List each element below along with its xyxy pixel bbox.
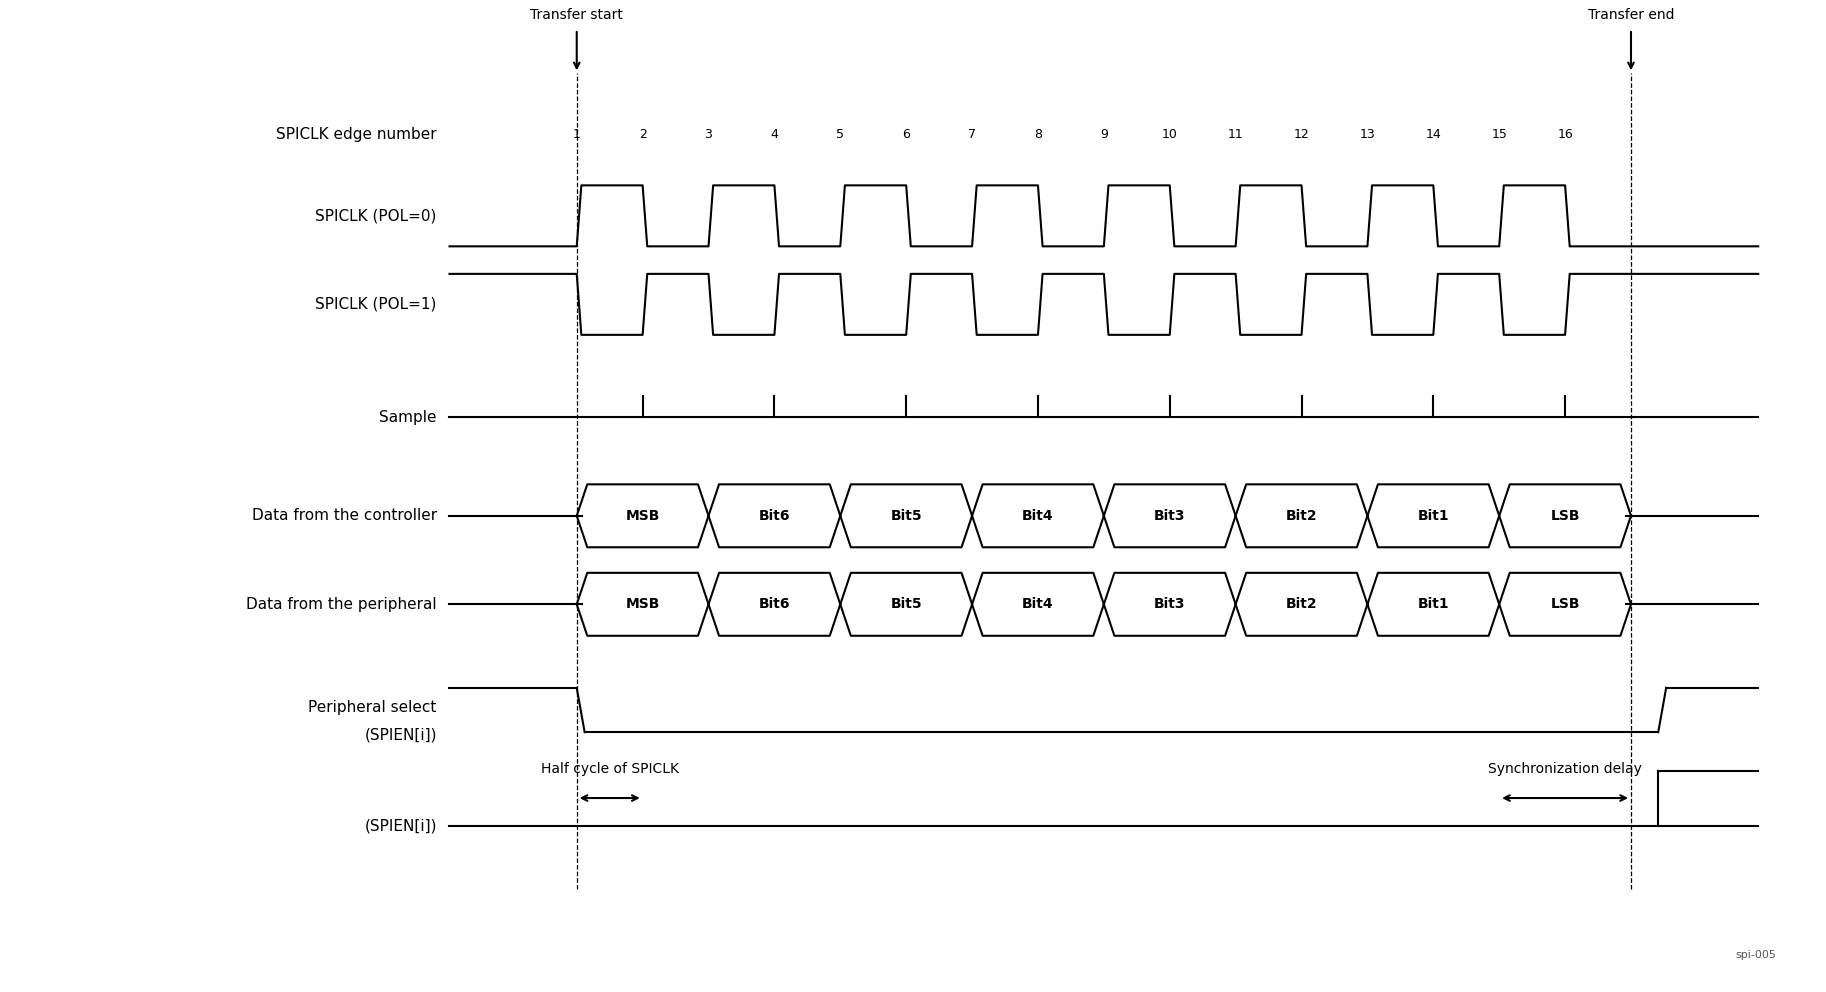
Text: Bit3: Bit3 — [1154, 509, 1185, 523]
Text: Bit2: Bit2 — [1286, 597, 1317, 611]
Text: Bit5: Bit5 — [891, 509, 922, 523]
Text: Transfer end: Transfer end — [1589, 8, 1674, 22]
Text: 14: 14 — [1426, 128, 1441, 141]
Text: MSB: MSB — [626, 597, 659, 611]
Text: 7: 7 — [968, 128, 977, 141]
Text: Synchronization delay: Synchronization delay — [1488, 763, 1642, 777]
Text: 3: 3 — [705, 128, 712, 141]
Text: (SPIEN[i]): (SPIEN[i]) — [363, 727, 436, 743]
Text: SPICLK (POL=1): SPICLK (POL=1) — [316, 297, 436, 311]
Text: Bit1: Bit1 — [1417, 597, 1450, 611]
Text: 13: 13 — [1360, 128, 1375, 141]
Text: Sample: Sample — [380, 410, 436, 425]
Text: MSB: MSB — [626, 509, 659, 523]
Text: 12: 12 — [1293, 128, 1309, 141]
Text: LSB: LSB — [1550, 597, 1579, 611]
Text: 5: 5 — [836, 128, 844, 141]
Text: Transfer start: Transfer start — [530, 8, 623, 22]
Text: 15: 15 — [1492, 128, 1506, 141]
Text: Bit6: Bit6 — [758, 597, 791, 611]
Text: 6: 6 — [902, 128, 909, 141]
Text: 16: 16 — [1558, 128, 1572, 141]
Text: 9: 9 — [1099, 128, 1108, 141]
Text: Bit3: Bit3 — [1154, 597, 1185, 611]
Text: SPICLK (POL=0): SPICLK (POL=0) — [316, 208, 436, 223]
Text: Bit4: Bit4 — [1023, 509, 1054, 523]
Text: spi-005: spi-005 — [1735, 950, 1777, 960]
Text: SPICLK edge number: SPICLK edge number — [276, 127, 436, 142]
Text: Data from the peripheral: Data from the peripheral — [247, 597, 436, 612]
Text: 1: 1 — [573, 128, 581, 141]
Text: Peripheral select: Peripheral select — [309, 700, 436, 715]
Text: 4: 4 — [771, 128, 778, 141]
Text: Half cycle of SPICLK: Half cycle of SPICLK — [540, 763, 679, 777]
Text: Bit5: Bit5 — [891, 597, 922, 611]
Text: 10: 10 — [1161, 128, 1178, 141]
Text: Bit2: Bit2 — [1286, 509, 1317, 523]
Text: Bit6: Bit6 — [758, 509, 791, 523]
Text: (SPIEN[i]): (SPIEN[i]) — [363, 818, 436, 833]
Text: Data from the controller: Data from the controller — [252, 508, 436, 524]
Text: 11: 11 — [1227, 128, 1244, 141]
Text: 8: 8 — [1034, 128, 1043, 141]
Text: LSB: LSB — [1550, 509, 1579, 523]
Text: Bit4: Bit4 — [1023, 597, 1054, 611]
Text: 2: 2 — [639, 128, 646, 141]
Text: Bit1: Bit1 — [1417, 509, 1450, 523]
